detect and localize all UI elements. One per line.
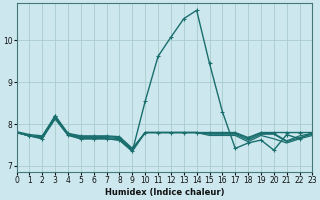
X-axis label: Humidex (Indice chaleur): Humidex (Indice chaleur) [105,188,224,197]
